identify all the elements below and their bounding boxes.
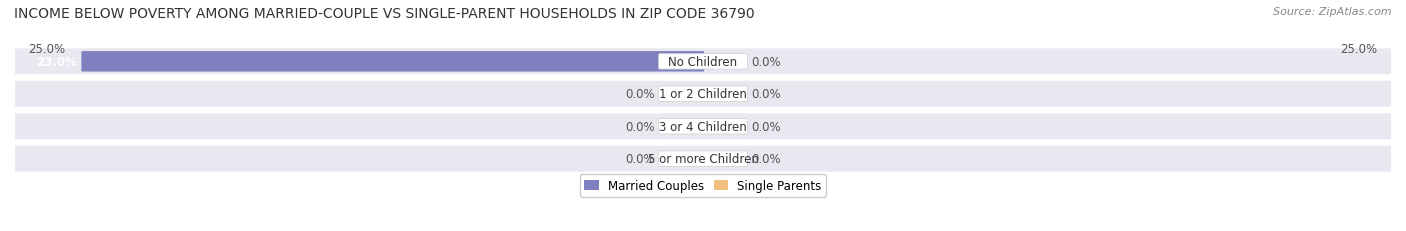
FancyBboxPatch shape [658,119,748,134]
Text: 25.0%: 25.0% [28,43,66,56]
Text: 0.0%: 0.0% [752,88,782,101]
Text: Source: ZipAtlas.com: Source: ZipAtlas.com [1274,7,1392,17]
FancyBboxPatch shape [658,151,748,167]
Legend: Married Couples, Single Parents: Married Couples, Single Parents [579,175,827,197]
Text: 0.0%: 0.0% [752,152,782,165]
Text: 0.0%: 0.0% [624,88,654,101]
Text: 23.0%: 23.0% [37,56,77,69]
Text: 0.0%: 0.0% [624,120,654,133]
Text: 5 or more Children: 5 or more Children [648,152,758,165]
Text: No Children: No Children [668,56,738,69]
Text: 0.0%: 0.0% [752,120,782,133]
FancyBboxPatch shape [14,49,1392,75]
FancyBboxPatch shape [658,87,748,102]
FancyBboxPatch shape [82,52,704,72]
FancyBboxPatch shape [14,114,1392,140]
FancyBboxPatch shape [14,146,1392,172]
Text: 3 or 4 Children: 3 or 4 Children [659,120,747,133]
FancyBboxPatch shape [658,54,748,70]
Text: INCOME BELOW POVERTY AMONG MARRIED-COUPLE VS SINGLE-PARENT HOUSEHOLDS IN ZIP COD: INCOME BELOW POVERTY AMONG MARRIED-COUPL… [14,7,755,21]
Text: 0.0%: 0.0% [752,56,782,69]
Text: 0.0%: 0.0% [624,152,654,165]
FancyBboxPatch shape [14,82,1392,107]
Text: 1 or 2 Children: 1 or 2 Children [659,88,747,101]
Text: 25.0%: 25.0% [1340,43,1378,56]
